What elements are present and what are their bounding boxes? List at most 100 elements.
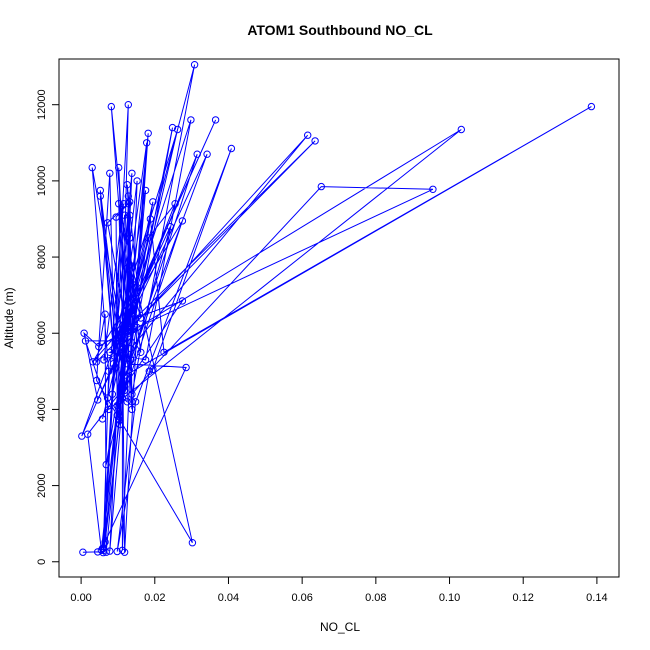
data-point — [89, 358, 97, 366]
y-tick-label: 8000 — [36, 245, 48, 269]
data-point — [130, 321, 139, 330]
data-point — [149, 365, 157, 374]
data-point — [190, 60, 199, 69]
data-point — [124, 192, 133, 200]
data-point — [123, 327, 131, 335]
data-point — [120, 341, 129, 349]
data-point — [112, 213, 120, 221]
data-point — [115, 200, 123, 208]
data-point — [178, 217, 187, 225]
data-point — [96, 192, 105, 200]
data-point — [110, 352, 119, 360]
data-point — [160, 348, 168, 356]
data-point — [98, 415, 107, 423]
data-point — [128, 398, 136, 406]
data-point — [92, 358, 101, 366]
data-point — [304, 131, 312, 139]
data-point — [128, 405, 136, 414]
data-point — [137, 348, 145, 356]
data-point — [128, 390, 136, 398]
data-point — [149, 198, 157, 206]
data-point — [587, 102, 596, 111]
data-point — [78, 432, 86, 440]
data-point — [146, 215, 155, 223]
data-point — [168, 123, 177, 132]
data-point — [112, 363, 120, 372]
y-tick-label: 4000 — [36, 397, 48, 421]
data-point — [117, 348, 125, 356]
data-point — [79, 548, 87, 556]
data-point — [144, 129, 152, 138]
data-point — [100, 546, 108, 554]
data-point — [171, 200, 179, 208]
data-point — [113, 547, 121, 556]
data-point — [123, 181, 131, 189]
data-point — [102, 548, 110, 556]
data-point — [141, 356, 150, 364]
data-point — [123, 398, 131, 406]
data-point — [118, 394, 127, 402]
data-point — [120, 211, 129, 219]
data-point — [211, 116, 220, 124]
x-tick-label: 0.14 — [586, 592, 607, 604]
data-point — [227, 144, 236, 153]
data-point — [113, 411, 121, 419]
data-point — [128, 280, 136, 288]
data-point — [188, 539, 197, 547]
data-point — [120, 386, 129, 395]
y-tick-label: 2000 — [36, 473, 48, 497]
data-point — [100, 356, 108, 364]
data-point — [117, 382, 125, 391]
data-point — [106, 169, 114, 178]
data-point — [119, 200, 128, 208]
data-point — [94, 396, 102, 404]
data-point — [92, 376, 101, 385]
data-point — [126, 211, 134, 219]
data-point — [103, 219, 112, 227]
data-point — [141, 186, 150, 195]
data-point — [127, 356, 135, 364]
x-tick-label: 0.04 — [218, 592, 239, 604]
data-point — [97, 546, 106, 554]
data-point — [103, 394, 112, 402]
data-point — [145, 367, 154, 375]
data-point — [122, 371, 130, 379]
data-point — [105, 405, 113, 414]
data-point — [429, 185, 437, 194]
y-axis: 0 2000 4000 6000 8000 10000 12000 — [36, 89, 60, 565]
y-tick-label: 12000 — [36, 89, 48, 120]
data-point — [133, 283, 141, 292]
data-point — [80, 329, 88, 337]
data-point — [144, 234, 152, 242]
data-point — [126, 234, 134, 242]
y-tick-label: 10000 — [36, 166, 48, 197]
data-point — [106, 348, 114, 356]
data-point — [133, 177, 141, 185]
data-point — [102, 460, 110, 469]
data-point — [108, 390, 117, 398]
x-tick-label: 0.10 — [439, 592, 460, 604]
data-point — [193, 150, 201, 158]
data-point — [317, 182, 325, 191]
data-point — [95, 342, 103, 351]
x-tick-label: 0.06 — [291, 592, 312, 604]
x-tick-label: 0.02 — [144, 592, 165, 604]
data-point — [166, 222, 175, 231]
x-axis: 0.00 0.02 0.04 0.06 0.08 0.10 0.12 0.14 — [70, 576, 608, 604]
x-tick-label: 0.12 — [512, 592, 533, 604]
data-point — [122, 318, 130, 326]
data-point — [203, 150, 211, 158]
data-point — [101, 310, 109, 318]
data-point — [105, 367, 113, 375]
data-point — [124, 101, 133, 109]
data-point — [131, 314, 140, 322]
data-point — [112, 337, 120, 345]
data-point — [127, 344, 135, 353]
y-axis-label: Altitude (m) — [2, 287, 16, 348]
data-point — [123, 314, 131, 322]
data-point — [124, 325, 133, 334]
data-point — [96, 186, 105, 195]
x-tick-label: 0.08 — [365, 592, 386, 604]
plot-frame — [58, 58, 620, 578]
